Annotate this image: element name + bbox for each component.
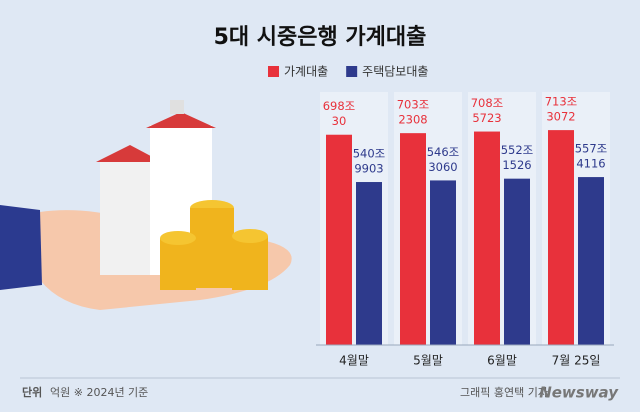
value-label: 557조 [575,142,608,156]
chart-title: 5대 시중은행 가계대출 [214,25,427,50]
bar [326,134,352,345]
x-tick-label: 7월 25일 [552,354,601,368]
illustration [0,100,292,310]
bar [430,180,456,345]
value-label: 552조 [501,143,534,157]
x-tick-label: 5월말 [413,354,443,368]
bar [548,130,574,345]
x-tick-label: 6월말 [487,354,517,368]
bar [400,133,426,345]
value-label: 698조 [323,99,356,113]
x-tick-label: 4월말 [339,354,369,368]
value-label: 30 [332,114,347,128]
value-label: 3072 [546,110,575,124]
value-label: 546조 [427,145,460,159]
value-label: 1526 [502,158,531,172]
value-label: 2308 [398,113,427,127]
unit-note: 억원 ※ 2024년 기준 [50,386,148,399]
value-label: 713조 [545,95,578,109]
value-label: 9903 [354,162,383,176]
unit-label: 단위 [22,385,42,399]
value-label: 4116 [576,157,605,171]
legend-label: 주택담보대출 [362,65,428,79]
bar [504,178,530,345]
bar [474,131,500,345]
value-label: 540조 [353,147,386,161]
bar [578,177,604,345]
legend-label: 가계대출 [284,65,328,79]
brand: Newsway [539,384,619,402]
value-label: 3060 [428,160,457,174]
legend-swatch [268,66,279,77]
value-label: 708조 [471,96,504,110]
value-label: 5723 [472,111,501,125]
value-label: 703조 [397,98,430,112]
credit: 그래픽 홍연택 기자 [460,385,548,399]
legend-swatch [346,66,358,77]
bar [356,182,382,345]
